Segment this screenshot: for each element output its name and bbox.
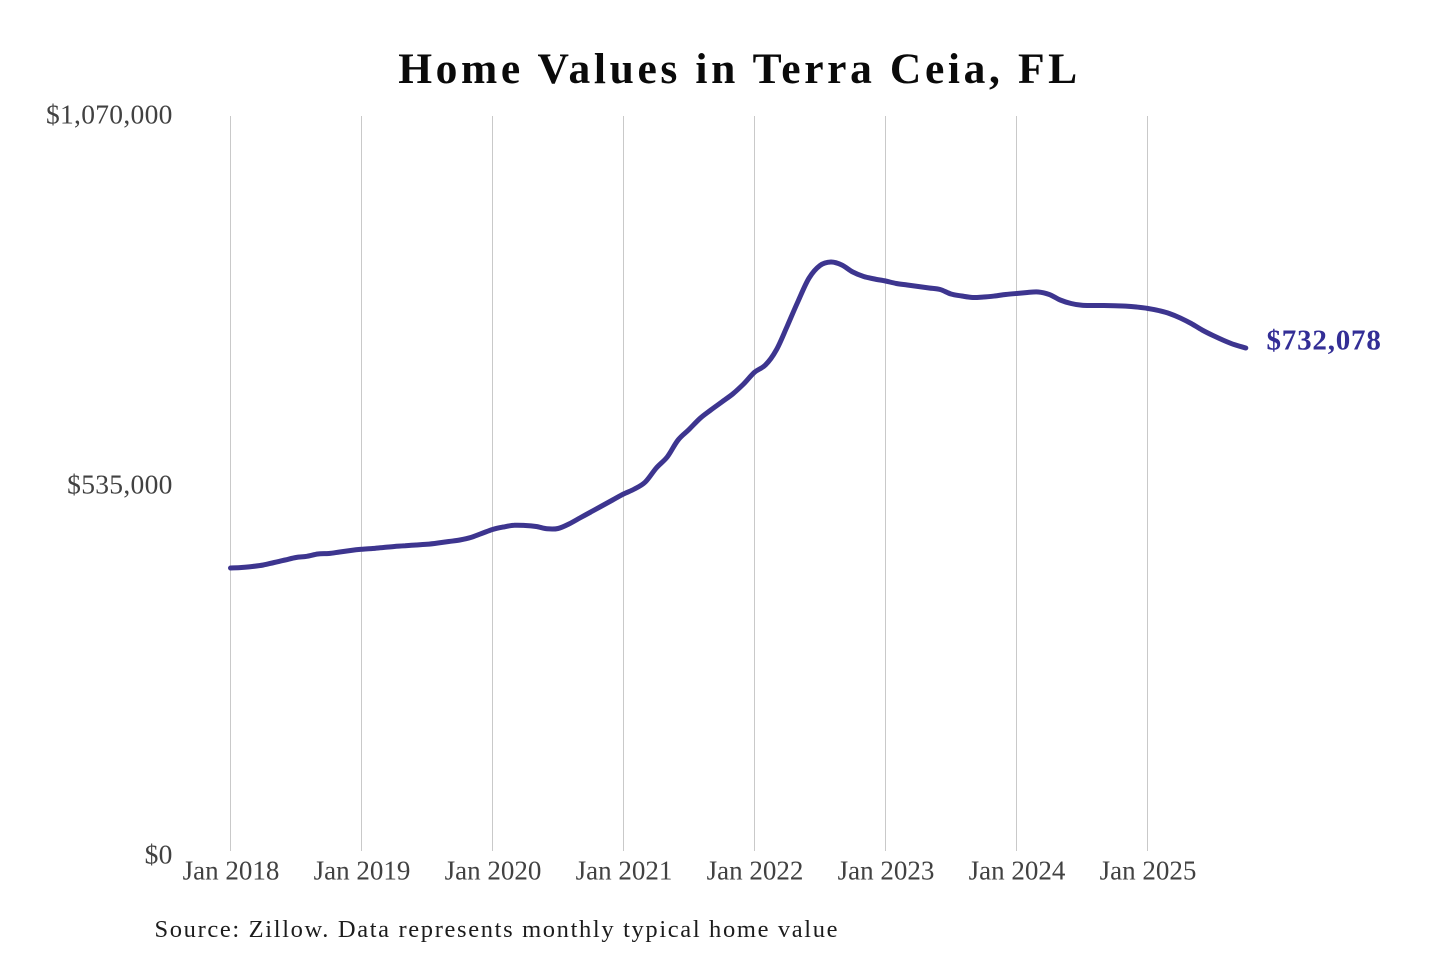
svg-text:Jan 2019: Jan 2019 [314, 856, 411, 886]
svg-text:Jan 2025: Jan 2025 [1100, 856, 1197, 886]
svg-text:Jan 2022: Jan 2022 [707, 856, 804, 886]
svg-text:$535,000: $535,000 [67, 468, 173, 499]
svg-text:$0: $0 [145, 838, 173, 869]
svg-text:Jan 2024: Jan 2024 [969, 856, 1066, 886]
svg-text:Source: Zillow. Data represent: Source: Zillow. Data represents monthly … [155, 916, 840, 943]
svg-text:Home Values in Terra Ceia, FL: Home Values in Terra Ceia, FL [398, 45, 1081, 93]
svg-text:$1,070,000: $1,070,000 [46, 98, 173, 129]
svg-text:Jan 2018: Jan 2018 [183, 856, 280, 886]
svg-text:Jan 2023: Jan 2023 [838, 856, 935, 886]
svg-text:Jan 2020: Jan 2020 [445, 856, 542, 886]
svg-text:Jan 2021: Jan 2021 [576, 856, 673, 886]
svg-text:$732,078: $732,078 [1267, 325, 1382, 357]
